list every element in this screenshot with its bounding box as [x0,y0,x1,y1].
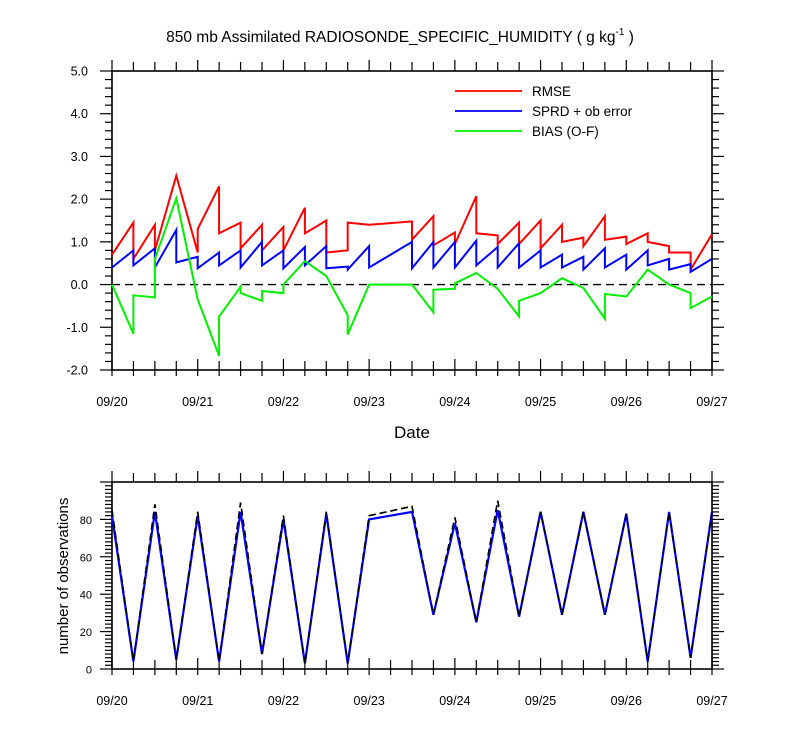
bottom-panel-ticks [100,471,724,675]
obs-series-line-possible-overlay [111,500,713,664]
obs-y-tick-label-20: 20 [80,627,92,639]
y-axis-title-observations: number of observations [55,498,72,655]
obs-series-line-possible [111,500,713,664]
legend-item-bias: BIAS (O-F) [455,124,599,139]
x-tick-label-09-27: 09/27 [696,395,727,409]
x-tick-label-09-20: 09/20 [96,694,127,708]
x-tick-label-09-21: 09/21 [182,395,213,409]
x-tick-label-09-24: 09/24 [439,395,470,409]
top-panel: 09/20 09/21 09/22 09/23 09/24 09/25 09/26 09/27… [66,60,728,442]
series-line-rmse [111,172,713,274]
y-tick-label-1-0: 1.0 [71,235,88,249]
y-tick-label-3-0: 3.0 [71,150,88,164]
obs-y-tick-label-80: 80 [80,515,92,527]
x-tick-label-09-23: 09/23 [354,694,385,708]
legend-label-sprd: SPRD + ob error [532,104,633,119]
legend-item-rmse: RMSE [455,84,571,99]
legend-label-bias: BIAS (O-F) [532,124,599,139]
top-y-tick-labels: -2.0 -1.0 0.0 1.0 2.0 3.0 4.0 5.0 [66,65,88,378]
obs-y-tick-label-40: 40 [80,590,92,602]
x-tick-label-09-20: 09/20 [96,395,127,409]
y-tick-label-minus-1-0: -1.0 [66,321,88,335]
obs-series-line-used [110,509,714,664]
legend-item-sprd: SPRD + ob error [455,104,633,119]
x-tick-label-09-25: 09/25 [525,395,556,409]
x-tick-label-09-22: 09/22 [268,395,299,409]
legend-label-rmse: RMSE [532,84,571,99]
x-tick-label-09-23: 09/23 [354,395,385,409]
x-tick-label-09-25: 09/25 [525,694,556,708]
chart-title: 850 mb Assimilated RADIOSONDE_SPECIFIC_H… [166,27,634,46]
y-tick-label-4-0: 4.0 [71,107,88,121]
y-tick-label-minus-2-0: -2.0 [66,364,88,378]
x-tick-label-09-26: 09/26 [611,694,642,708]
x-tick-label-09-26: 09/26 [611,395,642,409]
top-panel-ticks [100,60,724,376]
y-tick-label-0-0: 0.0 [71,278,88,292]
bottom-panel: 09/20 09/21 09/22 09/23 09/24 09/25 09/26 09/27… [55,471,728,708]
x-axis-title: Date [394,423,430,442]
obs-y-tick-label-0: 0 [86,665,92,677]
x-tick-label-09-21: 09/21 [182,694,213,708]
x-tick-label-09-22: 09/22 [268,694,299,708]
bottom-panel-series [110,500,714,664]
legend: RMSE SPRD + ob error BIAS (O-F) [455,84,633,139]
x-tick-label-09-27: 09/27 [696,694,727,708]
series-line-sprd-ob-error [111,226,713,274]
x-tick-label-09-24: 09/24 [439,694,470,708]
top-x-tick-labels: 09/20 09/21 09/22 09/23 09/24 09/25 09/26 09/27 [96,395,727,409]
chart-title-superscript: -1 [615,27,624,38]
obs-y-tick-label-60: 60 [80,552,92,564]
bottom-y-tick-labels: 0 20 40 60 80 [80,515,92,677]
series-line-bias-o-f [111,194,713,357]
top-panel-series [111,172,713,357]
y-tick-label-5-0: 5.0 [71,65,88,79]
bottom-x-tick-labels: 09/20 09/21 09/22 09/23 09/24 09/25 09/26 09/27 [96,694,727,708]
y-tick-label-2-0: 2.0 [71,193,88,207]
